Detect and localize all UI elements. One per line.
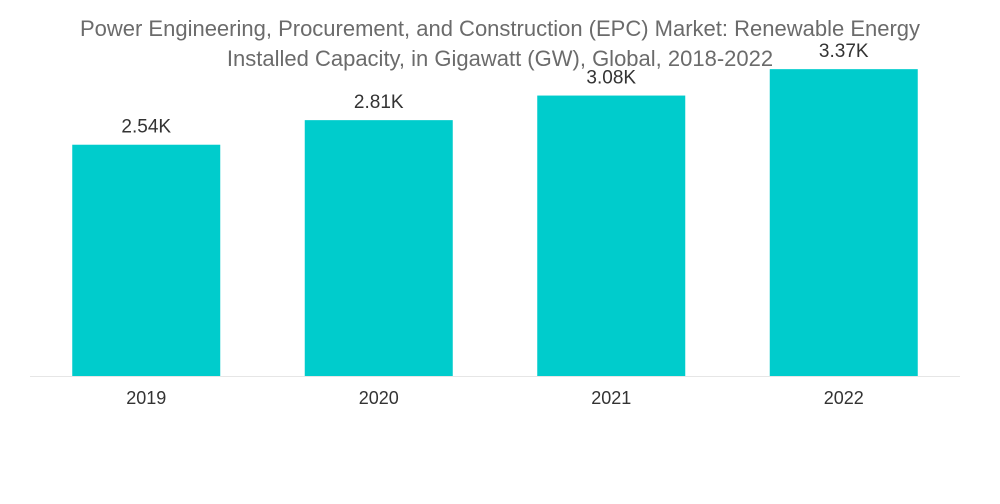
chart-title-line-1: Power Engineering, Procurement, and Cons… bbox=[79, 16, 921, 41]
bar-2022 bbox=[769, 69, 918, 376]
chart-title-line-2: Installed Capacity, in Gigawatt (GW), Gl… bbox=[226, 46, 774, 71]
chart-title: Power Engineering, Procurement, and Cons… bbox=[0, 14, 1000, 74]
bars-group bbox=[72, 69, 918, 376]
x-tick-label-2021: 2021 bbox=[591, 388, 631, 408]
value-label-2021: 3.08K bbox=[586, 68, 636, 89]
value-label-2019: 2.54K bbox=[121, 117, 171, 138]
x-tick-labels-group: 2019 2020 2021 2022 bbox=[126, 388, 864, 408]
bar-2019 bbox=[72, 144, 221, 376]
bar-2020 bbox=[304, 120, 453, 376]
bar-2021 bbox=[537, 95, 686, 376]
x-tick-label-2019: 2019 bbox=[126, 388, 166, 408]
value-label-2022: 3.37K bbox=[819, 41, 869, 62]
x-tick-label-2020: 2020 bbox=[359, 388, 399, 408]
value-label-2020: 2.81K bbox=[354, 92, 404, 113]
value-labels-group: 2.54K 2.81K 3.08K 3.37K bbox=[121, 41, 868, 138]
x-tick-label-2022: 2022 bbox=[824, 388, 864, 408]
